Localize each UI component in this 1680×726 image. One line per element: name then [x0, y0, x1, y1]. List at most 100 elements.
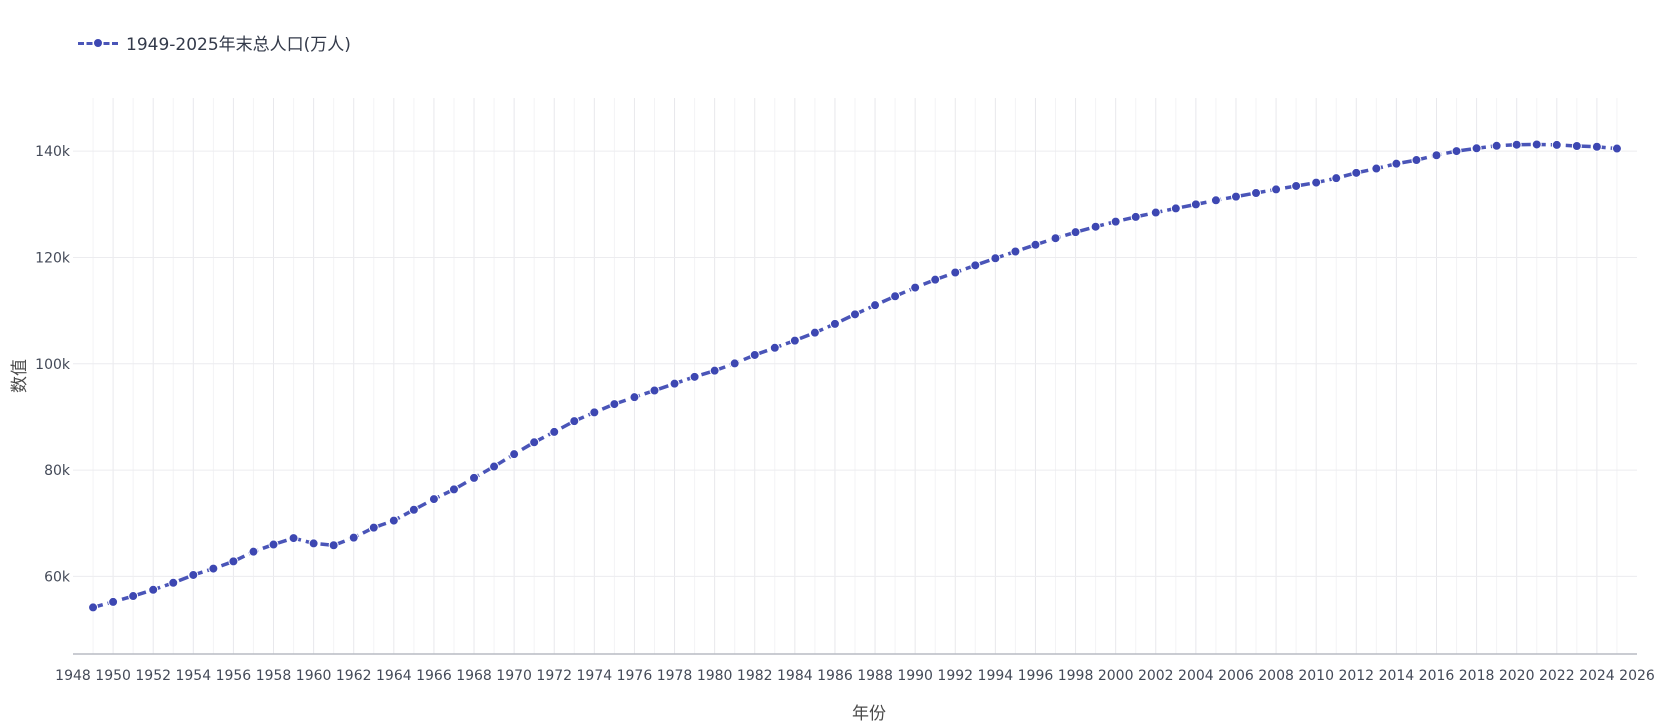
x-tick-label: 1962 [336, 668, 372, 684]
data-point [268, 539, 279, 550]
data-point [689, 371, 700, 382]
x-tick-label: 1964 [376, 668, 412, 684]
data-point [1331, 173, 1342, 184]
data-point [709, 365, 720, 376]
data-point [809, 327, 820, 338]
data-point [1391, 158, 1402, 169]
x-tick-label: 2004 [1178, 668, 1214, 684]
data-point [168, 577, 179, 588]
x-tick-label: 1966 [416, 668, 452, 684]
data-point [1050, 233, 1061, 244]
x-tick-label: 2024 [1579, 668, 1615, 684]
x-tick-label: 1980 [697, 668, 733, 684]
data-point [88, 602, 99, 613]
y-axis-ticks: 60k 80k 100k 120k 140k [35, 144, 71, 585]
data-point [1030, 239, 1041, 250]
data-point [368, 522, 379, 533]
data-point [569, 416, 580, 427]
data-point [469, 472, 480, 483]
x-axis-title: 年份 [852, 704, 886, 724]
data-point [609, 399, 620, 410]
data-point [1531, 139, 1542, 150]
data-point [1190, 199, 1201, 210]
data-point [1150, 207, 1161, 218]
data-point [428, 494, 439, 505]
y-axis-title: 数值 [10, 359, 30, 393]
data-point [1311, 177, 1322, 188]
data-point [148, 584, 159, 595]
x-tick-label: 2026 [1619, 668, 1655, 684]
data-point [1471, 143, 1482, 154]
data-point [549, 426, 560, 437]
data-point [950, 267, 961, 278]
x-tick-label: 1992 [937, 668, 973, 684]
data-point [1110, 216, 1121, 227]
data-point [188, 569, 199, 580]
data-point [1291, 180, 1302, 191]
data-point [589, 407, 600, 418]
data-point [288, 533, 299, 544]
y-tick-label: 140k [35, 144, 71, 160]
data-point [128, 591, 139, 602]
x-tick-label: 1976 [617, 668, 653, 684]
data-point [629, 392, 640, 403]
y-tick-label: 120k [35, 250, 71, 266]
x-tick-label: 1994 [978, 668, 1014, 684]
x-tick-label: 1958 [256, 668, 292, 684]
data-point [669, 378, 680, 389]
data-point [1090, 221, 1101, 232]
data-point [1611, 143, 1622, 154]
x-tick-label: 1950 [95, 668, 131, 684]
data-point [448, 484, 459, 495]
data-point [1551, 139, 1562, 150]
legend[interactable]: 1949-2025年末总人口(万人) [78, 30, 351, 55]
y-tick-label: 60k [44, 569, 71, 585]
data-point [1210, 195, 1221, 206]
data-point [388, 515, 399, 526]
data-point [208, 563, 219, 574]
x-tick-label: 2012 [1338, 668, 1374, 684]
data-point [1130, 211, 1141, 222]
data-point [248, 546, 259, 557]
data-point [890, 291, 901, 302]
x-tick-label: 2000 [1098, 668, 1134, 684]
data-point [308, 538, 319, 549]
data-point [729, 358, 740, 369]
data-point [1571, 141, 1582, 152]
data-point [1070, 227, 1081, 238]
data-point [1371, 163, 1382, 174]
data-point [1451, 146, 1462, 157]
x-tick-label: 1990 [897, 668, 933, 684]
data-point [328, 540, 339, 551]
data-point [769, 342, 780, 353]
data-point [749, 349, 760, 360]
x-tick-label: 2010 [1298, 668, 1334, 684]
data-point [509, 449, 520, 460]
x-tick-label: 1984 [777, 668, 813, 684]
x-tick-label: 1988 [857, 668, 893, 684]
x-tick-label: 1986 [817, 668, 853, 684]
data-point [1271, 184, 1282, 195]
x-tick-label: 2006 [1218, 668, 1254, 684]
x-tick-label: 2016 [1419, 668, 1455, 684]
data-point [1251, 187, 1262, 198]
data-point [348, 532, 359, 543]
x-tick-label: 2018 [1459, 668, 1495, 684]
x-tick-label: 1974 [577, 668, 613, 684]
x-tick-label: 1998 [1058, 668, 1094, 684]
data-point [108, 596, 119, 607]
data-point [1351, 167, 1362, 178]
x-tick-label: 1982 [737, 668, 773, 684]
data-point [829, 318, 840, 329]
data-point [408, 504, 419, 515]
data-point [990, 253, 1001, 264]
x-tick-label: 1996 [1018, 668, 1054, 684]
legend-swatch [78, 35, 118, 51]
data-point [1511, 139, 1522, 150]
data-point [970, 260, 981, 271]
data-point [228, 556, 239, 567]
data-point [1591, 141, 1602, 152]
x-tick-label: 1954 [175, 668, 211, 684]
x-tick-label: 2002 [1138, 668, 1174, 684]
